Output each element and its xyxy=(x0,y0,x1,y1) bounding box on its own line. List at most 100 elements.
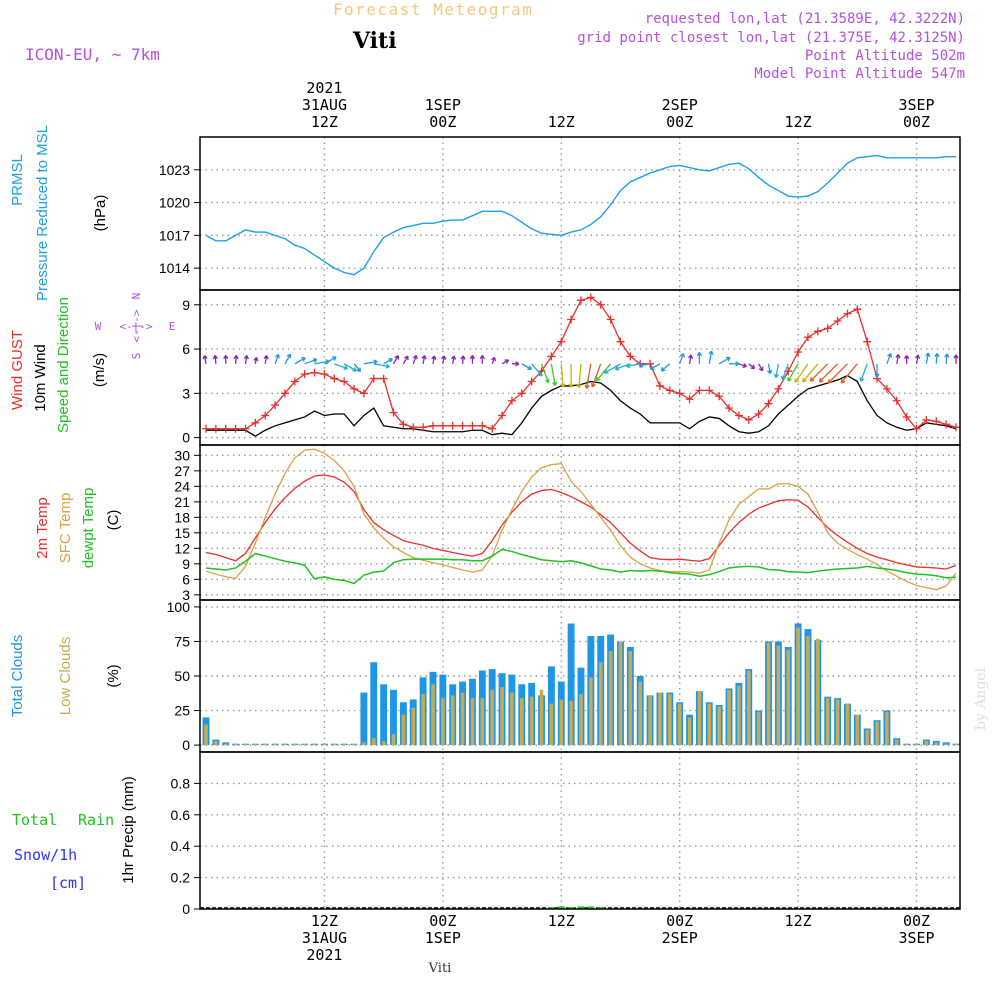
top-time-label: 00Z xyxy=(429,113,456,131)
low-clouds-bar xyxy=(816,638,820,746)
chart-title: Forecast Meteogram xyxy=(333,0,533,19)
wind-direction-arrow xyxy=(738,363,747,368)
wind-direction-arrow xyxy=(568,363,574,388)
low-clouds-bar xyxy=(825,698,830,746)
low-clouds-bar xyxy=(677,703,682,746)
wind-direction-arrow xyxy=(794,363,809,383)
low-clouds-bar xyxy=(628,651,633,746)
wind-gust-marker xyxy=(734,411,743,420)
low-clouds-bar xyxy=(944,743,948,746)
wind-direction-arrow xyxy=(353,363,362,373)
bottom-time-label: 1SEP xyxy=(425,929,461,947)
low-clouds-bar xyxy=(480,698,485,746)
model-altitude: Model Point Altitude 547m xyxy=(754,66,965,82)
location-title: Viti xyxy=(352,28,397,54)
wind-gust-marker xyxy=(843,309,852,318)
wind-direction-arrow xyxy=(679,352,685,365)
low-clouds-bar xyxy=(737,685,741,746)
top-time-label: 12Z xyxy=(311,113,338,131)
low-clouds-bar xyxy=(598,662,603,746)
precip-unit: 1hr Precip (mm) xyxy=(120,776,137,884)
wind-gust-marker xyxy=(685,395,694,404)
rain-bar xyxy=(587,906,595,909)
y-tick-label: 0 xyxy=(182,901,190,917)
wind-direction-arrow xyxy=(560,363,566,388)
low-clouds-bar xyxy=(924,740,929,746)
low-clouds-bar xyxy=(579,693,583,746)
wind-direction-arrow xyxy=(584,363,592,389)
wind-direction-arrow xyxy=(729,361,740,367)
rain-bar xyxy=(547,907,555,910)
wind-gust-marker xyxy=(419,423,428,432)
y-tick-label: 1023 xyxy=(159,162,190,178)
wind-direction-arrow xyxy=(802,363,819,383)
wind-gust-marker xyxy=(853,305,862,314)
wind-gust-marker xyxy=(577,296,585,305)
rain-bar xyxy=(567,907,575,910)
bottom-time-label: 3SEP xyxy=(898,929,934,947)
low-clouds-bar xyxy=(214,740,218,746)
wind-direction-arrow xyxy=(809,363,829,382)
y-tick-label: 30 xyxy=(174,447,190,463)
temp-unit: (C) xyxy=(105,510,122,531)
wind-gust-marker xyxy=(251,418,260,427)
low-clouds-bar xyxy=(253,743,258,746)
y-tick-label: 50 xyxy=(174,668,190,684)
wind-gust-marker xyxy=(823,324,832,333)
y-tick-label: 12 xyxy=(174,540,190,556)
low-clouds-bar xyxy=(668,693,672,746)
wind-gust-marker xyxy=(221,424,230,433)
y-tick-label: 0 xyxy=(182,430,190,446)
low-clouds-bar xyxy=(223,743,228,746)
wind-gust-marker xyxy=(320,370,329,379)
wind-direction-arrow xyxy=(334,363,348,371)
y-tick-label: 100 xyxy=(167,599,191,615)
wind-direction-arrow xyxy=(304,357,318,365)
y-tick-label: 21 xyxy=(174,494,190,510)
temp-dewpt-series-line xyxy=(205,548,957,585)
low-clouds-bar xyxy=(697,691,702,746)
wind-direction-arrow xyxy=(511,361,520,367)
low-clouds-bar xyxy=(431,684,435,746)
bottom-time-label: 00Z xyxy=(903,912,930,930)
wind-gust-marker xyxy=(231,424,240,433)
model-label: ICON-EU, ~ 7km xyxy=(25,45,160,64)
low-clouds-bar xyxy=(658,692,662,746)
y-tick-label: 1017 xyxy=(159,227,190,243)
wind-gust-marker xyxy=(813,327,822,336)
wind-direction-arrow xyxy=(412,354,418,365)
wind-direction-arrow xyxy=(953,354,959,364)
wind-direction-arrow xyxy=(934,352,940,364)
wind-gust-marker xyxy=(241,424,250,433)
low-clouds-bar xyxy=(490,689,494,746)
y-tick-label: 1020 xyxy=(159,195,190,211)
requested-lonlat: requested lon,lat (21.3589E, 42.3222N) xyxy=(645,11,965,27)
low-clouds-bar xyxy=(549,703,554,746)
low-clouds-bar xyxy=(766,642,771,746)
low-clouds-bar xyxy=(529,696,534,746)
low-clouds-bar xyxy=(648,695,652,746)
top-time-label: 2SEP xyxy=(662,96,698,114)
wind-direction-arrow xyxy=(501,359,510,365)
wind-gust-marker xyxy=(922,415,931,424)
wind-direction-arrow xyxy=(431,355,437,364)
wind-direction-arrow xyxy=(421,355,427,364)
low-clouds-bar xyxy=(381,740,386,746)
wind-direction-arrow xyxy=(383,358,393,365)
wind-direction-arrow xyxy=(781,363,789,381)
total-clouds-bar xyxy=(390,689,397,746)
y-tick-label: 27 xyxy=(174,463,190,479)
wind-gust-marker xyxy=(882,384,891,393)
wind-direction-arrow xyxy=(660,363,671,372)
wind-direction-arrow xyxy=(827,363,848,384)
wind-direction-arrow xyxy=(590,363,602,388)
low-clouds-bar xyxy=(204,724,208,746)
top-time-label: 00Z xyxy=(666,113,693,131)
low-clouds-bar xyxy=(904,743,909,746)
wind-direction-arrow xyxy=(223,354,229,364)
wind-gust-marker xyxy=(932,417,941,426)
wind-gust-marker xyxy=(754,410,763,418)
wind-10m-label: 10m Wind xyxy=(32,344,49,412)
low-clouds-bar xyxy=(569,700,573,746)
wind-direction-arrow xyxy=(638,362,651,368)
